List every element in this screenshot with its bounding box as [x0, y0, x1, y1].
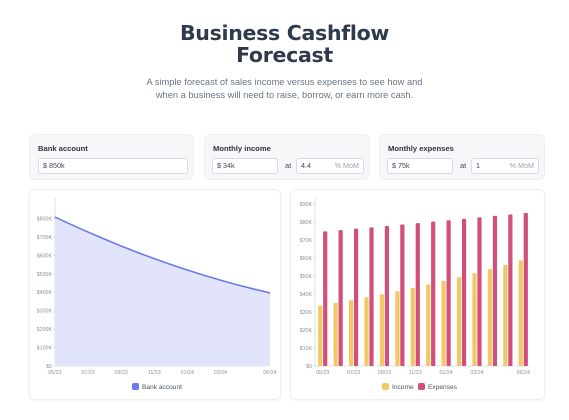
- y-tick-label: $200K: [37, 327, 53, 333]
- y-tick-label: $40K: [300, 292, 313, 298]
- expenses-bar: [446, 220, 451, 366]
- monthly-expenses-growth-unit: % MoM: [509, 161, 534, 170]
- y-tick-label: $90K: [300, 202, 313, 208]
- x-tick-label: 11/23: [409, 370, 422, 376]
- income-bar: [472, 273, 477, 366]
- bank-account-line: [54, 216, 271, 294]
- legend-label-expenses: Expenses: [428, 384, 458, 391]
- y-tick-label: $700K: [37, 235, 53, 241]
- y-tick-label: $500K: [37, 272, 53, 278]
- income-bar: [379, 294, 385, 366]
- expenses-bar: [400, 224, 405, 366]
- bank-account-label: Bank account: [38, 144, 88, 153]
- y-tick-label: $20K: [300, 328, 313, 334]
- bank-account-area: [55, 217, 270, 366]
- expenses-bar: [508, 214, 513, 366]
- income-bar: [441, 280, 446, 366]
- monthly-expenses-card: Monthly expenses $ 75k at 1 % MoM: [379, 134, 545, 180]
- expenses-bar: [353, 228, 359, 366]
- income-bar: [487, 269, 493, 366]
- y-tick-label: $50K: [300, 274, 313, 280]
- legend-swatch-expenses: [418, 383, 425, 390]
- page-title: Business Cashflow Forecast: [0, 22, 569, 66]
- page-subtitle: A simple forecast of sales income versus…: [135, 76, 435, 101]
- page-title-line-1: Business Cashflow: [179, 21, 390, 45]
- page-title-line-2: Forecast: [236, 43, 333, 67]
- x-tick-label: 05/23: [48, 370, 61, 376]
- expenses-bar: [477, 217, 482, 366]
- bank-account-chart-card: $0 $100K $200K $300K $400K $500K $600K $700K $80…: [29, 189, 281, 400]
- page-subtitle-line-2: when a business will need to raise, borr…: [155, 89, 414, 100]
- legend-label-bank-account: Bank account: [142, 384, 182, 391]
- monthly-expenses-growth-input[interactable]: 1 % MoM: [471, 158, 539, 174]
- expenses-bar: [369, 227, 374, 366]
- x-tick-label: 06/24: [517, 370, 530, 376]
- x-tick-label: 11/23: [148, 370, 161, 376]
- x-tick-label: 03/24: [470, 370, 483, 376]
- expenses-bar: [384, 225, 390, 366]
- y-tick-label: $30K: [300, 310, 313, 316]
- income-bar: [518, 260, 523, 366]
- monthly-expenses-at-label: at: [460, 161, 467, 170]
- y-tick-label: $400K: [37, 290, 53, 296]
- income-bar: [348, 300, 354, 366]
- income-bar: [410, 287, 415, 366]
- y-tick-label: $100K: [37, 345, 53, 351]
- monthly-income-growth-value: 4.4: [301, 161, 311, 170]
- expenses-bar: [523, 213, 528, 366]
- expenses-bar: [431, 221, 436, 366]
- expenses-bar: [492, 215, 498, 366]
- y-tick-label: $60K: [300, 256, 313, 262]
- bank-account-card: Bank account $ 850k: [29, 134, 194, 180]
- expenses-bar: [338, 230, 343, 366]
- y-tick-label: $0: [46, 364, 52, 370]
- monthly-income-growth-input[interactable]: 4.4 % MoM: [296, 158, 364, 174]
- income-bar: [456, 277, 462, 366]
- income-bar: [364, 297, 369, 366]
- x-tick-label: 01/24: [181, 370, 194, 376]
- monthly-income-input[interactable]: $ 34k: [212, 158, 278, 174]
- income-bar: [395, 291, 400, 366]
- expenses-bar: [461, 218, 467, 366]
- header: Business Cashflow Forecast A simple fore…: [0, 22, 569, 101]
- x-tick-label: 03/24: [214, 370, 227, 376]
- page-subtitle-line-1: A simple forecast of sales income versus…: [146, 77, 423, 87]
- expenses-bar: [415, 223, 420, 366]
- x-tick-label: 09/23: [378, 370, 391, 376]
- y-tick-label: $0: [306, 364, 312, 370]
- y-tick-label: $70K: [300, 238, 313, 244]
- x-tick-label: 06/24: [263, 370, 276, 376]
- bank-account-input[interactable]: $ 850k: [38, 158, 188, 174]
- monthly-expenses-input[interactable]: $ 75k: [387, 158, 453, 174]
- monthly-expenses-label: Monthly expenses: [388, 144, 454, 153]
- x-tick-label: 09/23: [115, 370, 128, 376]
- monthly-income-at-label: at: [285, 161, 292, 170]
- income-bar: [333, 303, 338, 366]
- income-bar: [503, 264, 508, 366]
- x-tick-label: 05/23: [316, 370, 329, 376]
- y-tick-label: $300K: [37, 309, 53, 315]
- y-tick-label: $600K: [37, 253, 53, 259]
- y-tick-label: $800K: [37, 217, 53, 223]
- monthly-income-label: Monthly income: [213, 144, 271, 153]
- legend-label-income: Income: [392, 384, 414, 391]
- x-tick-label: 07/23: [81, 370, 94, 376]
- y-tick-label: $80K: [300, 220, 313, 226]
- income-expenses-chart: $0 $10K $20K $30K $40K $50K $60K $70K $80K $90K 05…: [300, 198, 531, 391]
- monthly-income-card: Monthly income $ 34k at 4.4 % MoM: [204, 134, 370, 180]
- legend-swatch-bank-account: [132, 383, 139, 390]
- legend-swatch-income: [382, 383, 389, 390]
- income-bar: [426, 284, 431, 366]
- y-tick-label: $10K: [300, 346, 313, 352]
- x-tick-label: 01/24: [440, 370, 453, 376]
- monthly-expenses-growth-value: 1: [476, 161, 480, 170]
- monthly-income-growth-unit: % MoM: [334, 161, 359, 170]
- expenses-bar: [323, 231, 328, 366]
- income-expenses-chart-card: $0 $10K $20K $30K $40K $50K $60K $70K $80K $90K 05…: [290, 189, 545, 400]
- income-bar: [318, 305, 323, 366]
- bank-account-chart: $0 $100K $200K $300K $400K $500K $600K $700K $80…: [37, 198, 277, 391]
- x-tick-label: 07/23: [347, 370, 360, 376]
